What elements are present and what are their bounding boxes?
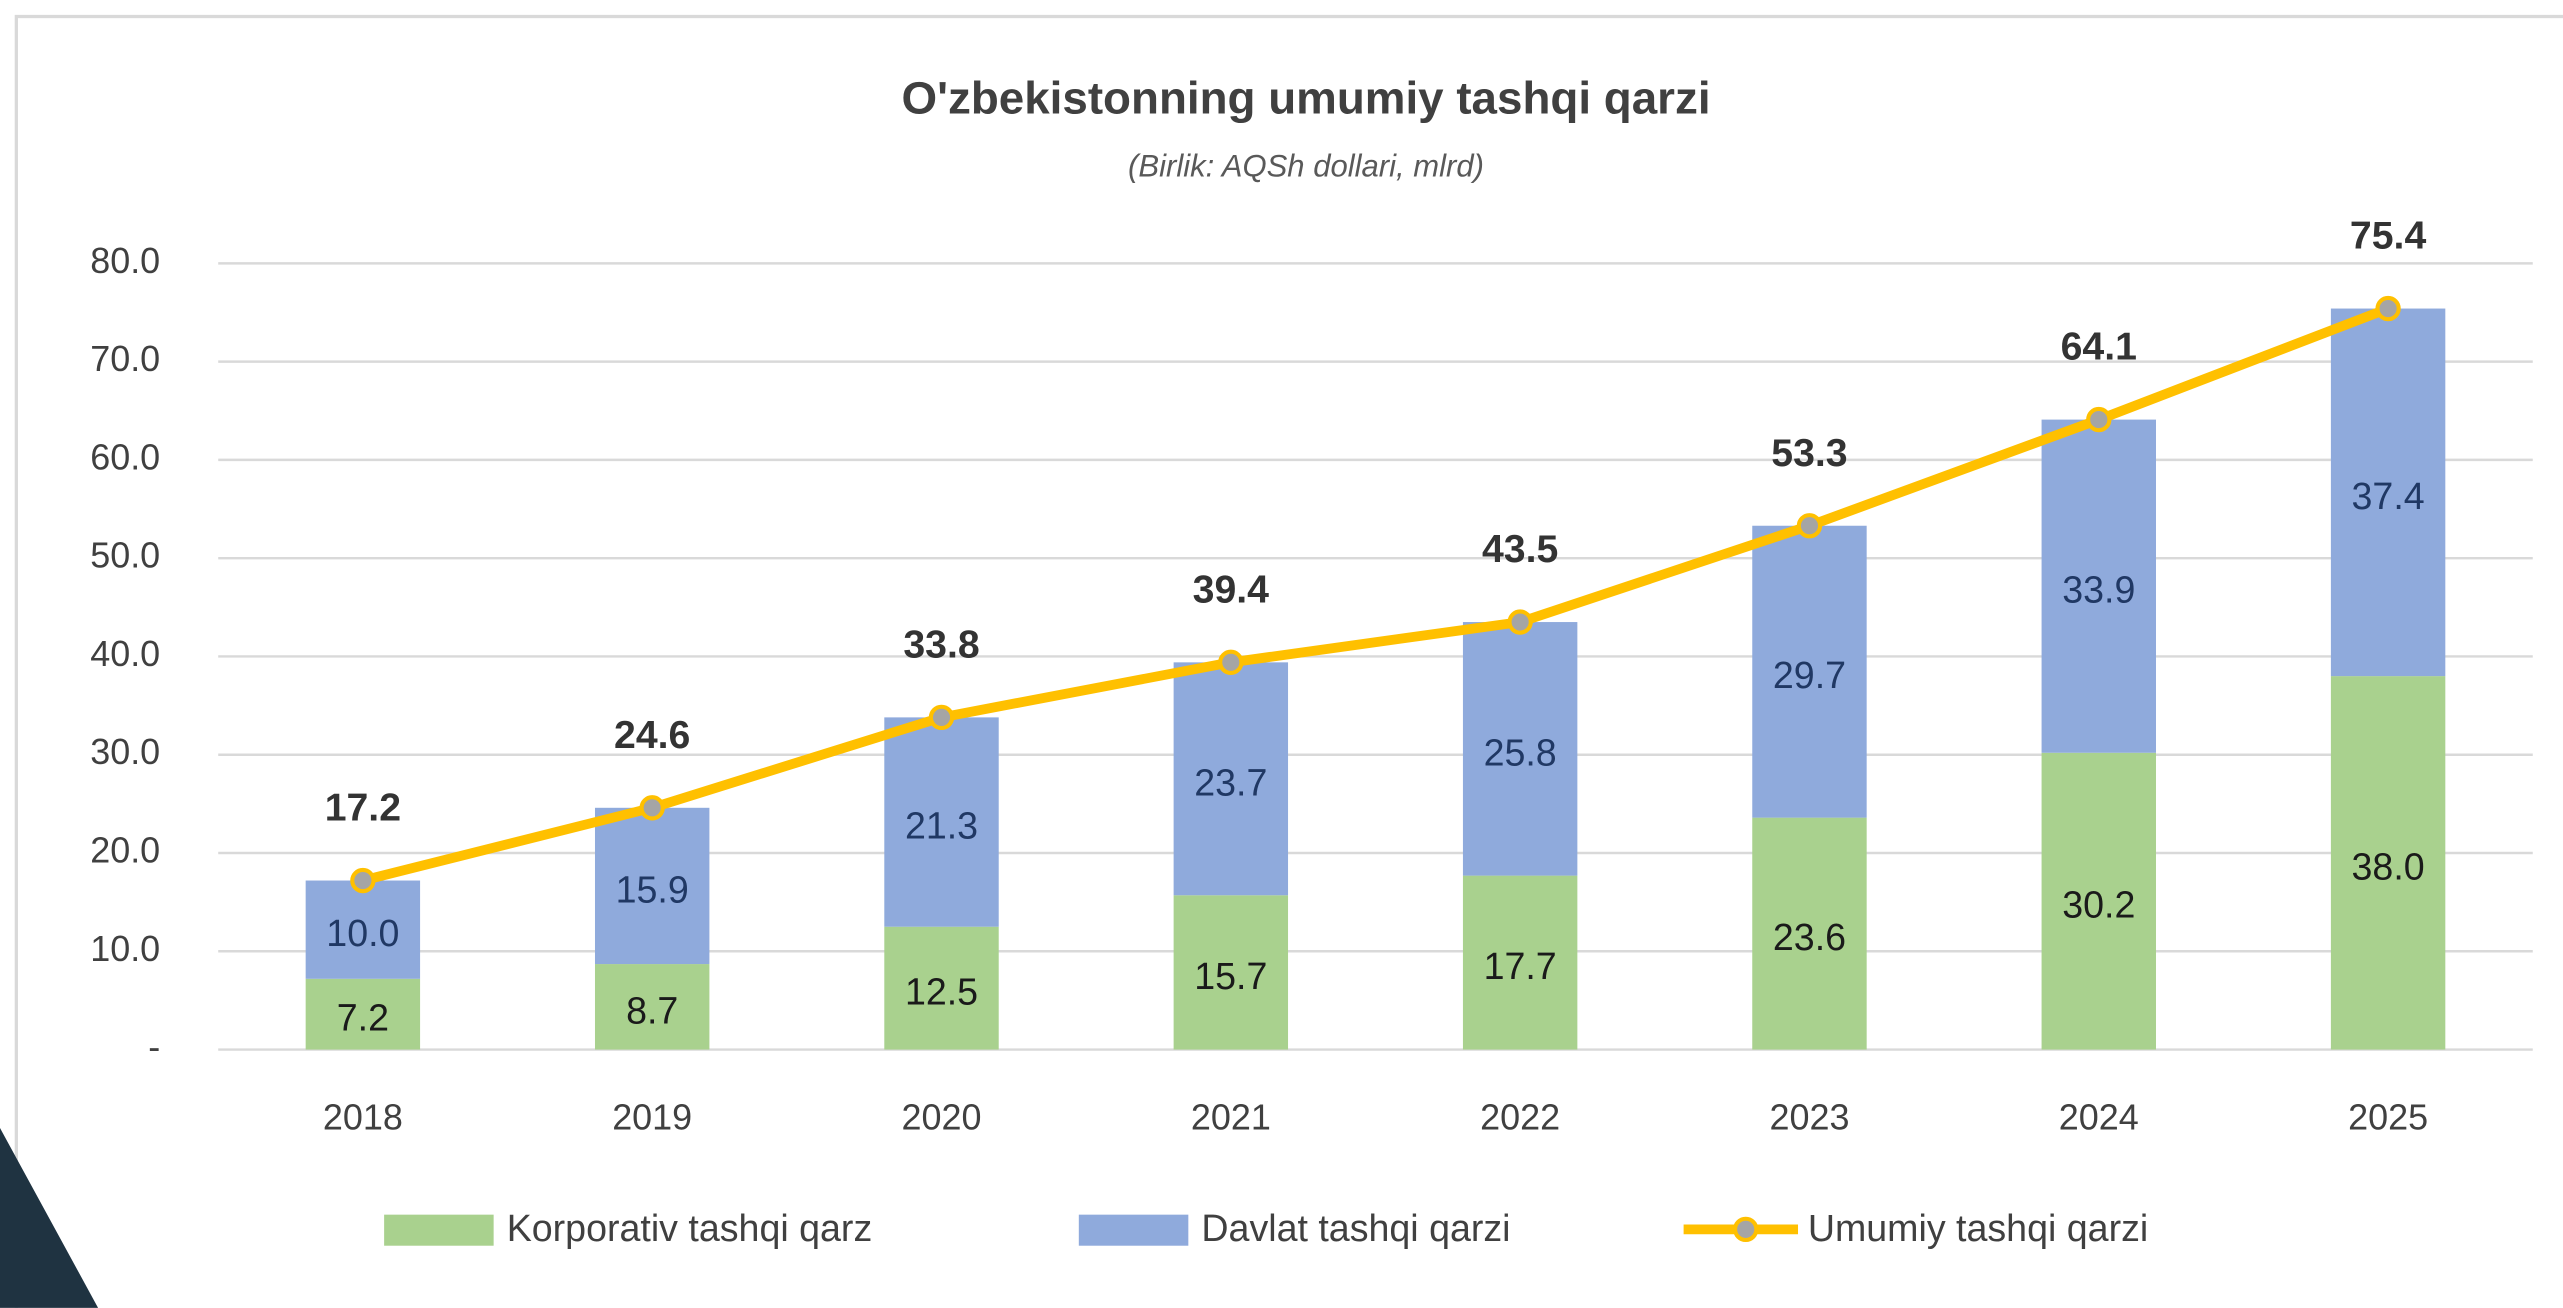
data-label: 39.4 bbox=[1193, 567, 1270, 611]
bar-segment bbox=[594, 807, 710, 965]
line-marker bbox=[1507, 609, 1533, 635]
data-label: 29.7 bbox=[1773, 654, 1846, 696]
data-label: 10.0 bbox=[326, 912, 399, 954]
bar-segment bbox=[1752, 525, 1867, 818]
y-tick-label: 60.0 bbox=[90, 436, 160, 477]
bar-segment bbox=[884, 717, 999, 927]
bar-segment bbox=[305, 978, 421, 1050]
bar-segment bbox=[2041, 752, 2156, 1050]
x-tick-label: 2018 bbox=[323, 1096, 403, 1137]
bar-segment bbox=[2041, 419, 2156, 753]
data-label: 25.8 bbox=[1484, 731, 1557, 773]
y-tick-label: 50.0 bbox=[90, 535, 160, 576]
data-label: 17.7 bbox=[1484, 945, 1557, 987]
legend-swatch bbox=[1078, 1214, 1189, 1246]
data-label: 53.3 bbox=[1771, 431, 1847, 475]
bar-segment bbox=[1462, 875, 1578, 1050]
legend-label: Korporativ tashqi qarz bbox=[507, 1207, 873, 1249]
bar-segment bbox=[305, 880, 421, 979]
data-label: 21.3 bbox=[905, 805, 978, 847]
bar-segment bbox=[1462, 622, 1578, 876]
x-tick-label: 2019 bbox=[612, 1096, 692, 1137]
data-label: 23.6 bbox=[1773, 916, 1846, 958]
bar-segment bbox=[594, 964, 710, 1050]
x-tick-label: 2023 bbox=[1769, 1096, 1849, 1137]
data-label: 64.1 bbox=[2061, 325, 2137, 369]
data-label: 33.9 bbox=[2062, 569, 2135, 611]
x-tick-label: 2024 bbox=[2059, 1096, 2139, 1137]
bar-segment bbox=[1173, 895, 1289, 1050]
legend-label: Davlat tashqi qarzi bbox=[1201, 1207, 1510, 1249]
data-label: 30.2 bbox=[2062, 884, 2135, 926]
y-tick-label: 80.0 bbox=[90, 240, 160, 281]
data-label: 24.6 bbox=[614, 713, 690, 757]
data-label: 37.4 bbox=[2352, 475, 2425, 517]
y-tick-label: - bbox=[148, 1026, 160, 1067]
y-tick-label: 10.0 bbox=[90, 928, 160, 969]
data-label: 15.7 bbox=[1194, 955, 1267, 997]
bar-segment bbox=[2330, 308, 2446, 677]
data-label: 15.9 bbox=[616, 868, 689, 910]
y-tick-label: 30.0 bbox=[90, 731, 160, 772]
y-tick-label: 40.0 bbox=[90, 633, 160, 674]
data-label: 33.8 bbox=[903, 622, 979, 666]
data-label: 7.2 bbox=[337, 997, 389, 1039]
line-marker bbox=[639, 795, 665, 821]
legend-label: Umumiy tashqi qarzi bbox=[1808, 1207, 2148, 1249]
chart-frame bbox=[14, 14, 2563, 1308]
x-tick-label: 2025 bbox=[2348, 1096, 2428, 1137]
bar-segment bbox=[1173, 662, 1289, 896]
total-line bbox=[361, 303, 2390, 886]
line-marker bbox=[2086, 406, 2112, 433]
data-label: 43.5 bbox=[1482, 527, 1558, 571]
data-label: 75.4 bbox=[2350, 214, 2427, 258]
data-label: 38.0 bbox=[2352, 845, 2425, 887]
line-marker bbox=[928, 704, 955, 731]
y-tick-label: 20.0 bbox=[90, 830, 160, 871]
data-label: 17.2 bbox=[325, 786, 401, 830]
bar-segment bbox=[884, 926, 999, 1050]
line-marker bbox=[1218, 649, 1244, 676]
legend-swatch bbox=[384, 1214, 494, 1246]
y-tick-label: 70.0 bbox=[90, 338, 160, 379]
data-label: 23.7 bbox=[1194, 761, 1267, 803]
line-marker bbox=[1796, 513, 1823, 539]
x-tick-label: 2022 bbox=[1480, 1096, 1560, 1137]
legend-marker bbox=[1733, 1216, 1759, 1243]
data-label: 8.7 bbox=[626, 989, 678, 1031]
chart-title: O'zbekistonning umumiy tashqi qarzi bbox=[901, 73, 1710, 124]
line-marker bbox=[350, 867, 376, 894]
line-marker bbox=[2375, 295, 2401, 322]
x-tick-label: 2020 bbox=[902, 1096, 982, 1137]
data-label: 12.5 bbox=[905, 971, 978, 1013]
bar-segment bbox=[2330, 676, 2446, 1050]
x-tick-label: 2021 bbox=[1191, 1096, 1271, 1137]
chart-subtitle: (Birlik: AQSh dollari, mlrd) bbox=[1128, 149, 1484, 184]
bar-segment bbox=[1752, 817, 1867, 1050]
